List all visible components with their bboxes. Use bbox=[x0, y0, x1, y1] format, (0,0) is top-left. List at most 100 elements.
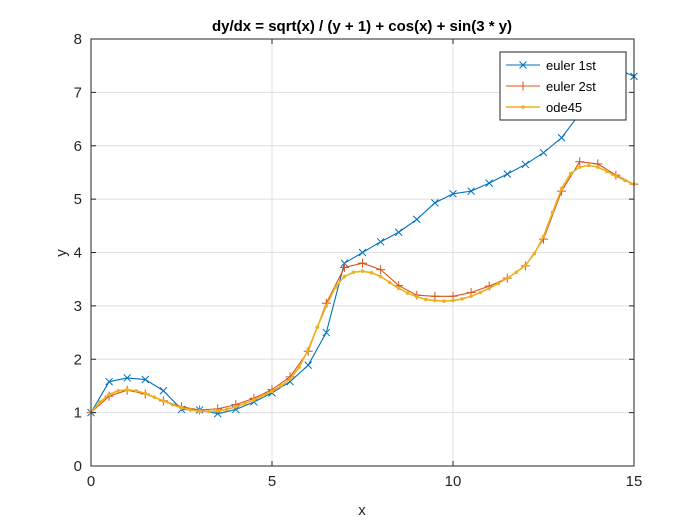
y-tick-label: 8 bbox=[74, 31, 82, 48]
data-point bbox=[557, 133, 566, 142]
data-point bbox=[431, 199, 439, 207]
legend-marker bbox=[518, 81, 528, 91]
y-tick-label: 4 bbox=[74, 245, 82, 262]
x-tick-label: 15 bbox=[626, 473, 643, 490]
data-point bbox=[322, 328, 331, 337]
data-point bbox=[324, 304, 329, 308]
data-point bbox=[369, 270, 374, 275]
legend-item: euler 2st bbox=[506, 79, 596, 94]
data-point bbox=[586, 163, 591, 168]
x-tick-label: 0 bbox=[87, 473, 95, 490]
data-point bbox=[376, 237, 385, 246]
y-tick-label: 5 bbox=[74, 191, 82, 208]
data-point bbox=[125, 387, 129, 392]
data-point bbox=[215, 409, 220, 413]
data-point bbox=[179, 406, 184, 410]
data-point bbox=[197, 409, 202, 413]
data-point bbox=[539, 148, 548, 157]
data-point bbox=[514, 270, 519, 275]
data-point bbox=[523, 263, 528, 268]
data-point bbox=[568, 171, 573, 176]
data-point bbox=[467, 187, 475, 195]
data-point bbox=[505, 276, 510, 280]
data-point bbox=[161, 399, 166, 403]
data-point bbox=[261, 393, 265, 398]
data-point bbox=[152, 395, 157, 399]
data-point bbox=[170, 402, 175, 407]
legend-label: ode45 bbox=[546, 100, 582, 115]
data-point bbox=[105, 377, 113, 386]
data-point bbox=[378, 274, 383, 279]
chart-title: dy/dx = sqrt(x) / (y + 1) + cos(x) + sin… bbox=[212, 18, 512, 35]
data-point bbox=[351, 270, 356, 275]
data-point bbox=[98, 400, 102, 404]
data-point bbox=[315, 325, 320, 330]
data-point bbox=[358, 248, 367, 257]
data-point bbox=[496, 281, 501, 286]
data-point bbox=[559, 186, 564, 191]
data-point bbox=[415, 295, 419, 299]
data-point bbox=[394, 228, 403, 237]
data-point bbox=[550, 210, 555, 215]
data-point bbox=[288, 377, 292, 381]
data-point bbox=[234, 404, 238, 409]
y-tick-label: 0 bbox=[74, 458, 82, 475]
data-point bbox=[279, 384, 283, 388]
data-point bbox=[412, 215, 421, 224]
data-point bbox=[541, 234, 546, 239]
y-axis-label: y bbox=[53, 249, 70, 257]
data-point bbox=[297, 365, 301, 370]
y-tick-label: 3 bbox=[74, 298, 82, 315]
y-tick-label: 7 bbox=[74, 84, 82, 101]
data-point bbox=[460, 297, 464, 301]
data-point bbox=[469, 294, 473, 299]
data-point bbox=[449, 189, 457, 198]
data-point bbox=[433, 298, 437, 303]
data-point bbox=[339, 262, 349, 272]
data-point bbox=[521, 160, 530, 169]
legend-item: ode45 bbox=[506, 100, 582, 115]
data-point bbox=[487, 286, 492, 291]
data-point bbox=[206, 409, 211, 414]
legend-label: euler 2st bbox=[546, 79, 596, 94]
data-point bbox=[342, 274, 347, 279]
legend-marker bbox=[519, 61, 527, 69]
data-point bbox=[286, 377, 294, 386]
data-point bbox=[306, 347, 311, 352]
legend: euler 1st euler 2st ode45 bbox=[499, 51, 627, 121]
data-point bbox=[424, 297, 428, 302]
x-axis-label: x bbox=[358, 502, 366, 519]
data-point bbox=[123, 374, 132, 382]
data-point bbox=[143, 391, 148, 396]
data-point bbox=[358, 258, 367, 268]
data-point bbox=[577, 165, 582, 169]
data-point bbox=[270, 389, 274, 394]
data-point bbox=[596, 165, 600, 169]
data-point bbox=[405, 291, 410, 295]
data-point bbox=[396, 286, 401, 291]
data-point bbox=[478, 290, 482, 295]
series-ode45 bbox=[89, 163, 636, 415]
data-point bbox=[451, 298, 455, 303]
data-point bbox=[605, 169, 609, 174]
data-point bbox=[252, 398, 256, 402]
data-point bbox=[360, 269, 365, 273]
data-point bbox=[623, 178, 627, 183]
y-tick-label: 2 bbox=[74, 351, 82, 368]
data-point bbox=[485, 179, 494, 187]
data-point bbox=[116, 388, 120, 393]
data-point bbox=[188, 408, 193, 412]
data-point bbox=[376, 265, 386, 275]
data-point bbox=[532, 251, 537, 256]
data-point bbox=[224, 407, 229, 412]
data-point bbox=[159, 386, 168, 395]
data-point bbox=[575, 157, 585, 167]
data-point bbox=[243, 401, 247, 406]
data-point bbox=[614, 174, 618, 178]
x-tick-label: 10 bbox=[445, 473, 462, 490]
data-point bbox=[387, 280, 392, 285]
legend-marker bbox=[521, 105, 525, 109]
data-point bbox=[107, 392, 111, 397]
data-point bbox=[333, 285, 338, 289]
